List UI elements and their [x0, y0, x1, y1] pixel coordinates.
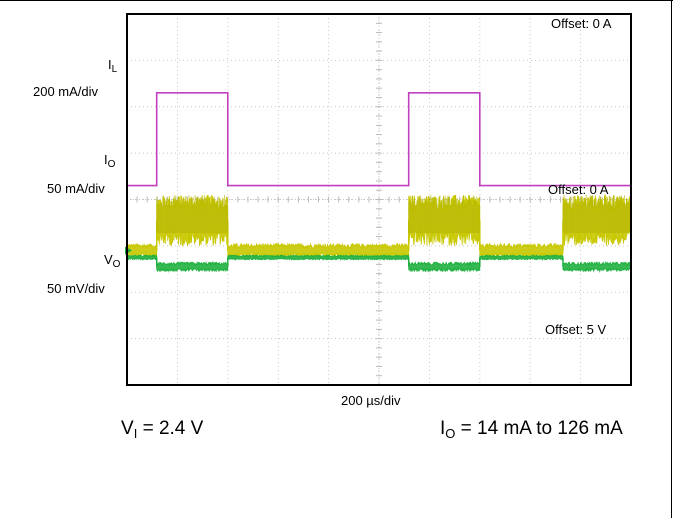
trace-vo-segment [479, 254, 564, 262]
trace-vo-segment [227, 254, 410, 261]
frame-right-border [671, 0, 672, 518]
vo-scale-label: 50 mV/div [47, 281, 105, 296]
io-offset-label: Offset: 0 A [548, 182, 609, 197]
il-channel-label: IL [108, 57, 118, 75]
il-scale-label: 200 mA/div [33, 84, 99, 99]
il-offset-label: Offset: 0 A [551, 16, 612, 31]
trace-vo-segment [408, 260, 481, 273]
trace-vo-segment [156, 260, 229, 273]
vo-offset-label: Offset: 5 V [545, 322, 607, 337]
trace-io [127, 92, 631, 187]
input-voltage-condition: VI = 2.4 V [121, 418, 204, 441]
frame-top-border [0, 0, 673, 1]
vo-channel-label: VO [104, 252, 121, 270]
io-channel-label: IO [104, 152, 116, 170]
time-base-label: 200 µs/div [341, 393, 401, 408]
io-scale-label: 50 mA/div [47, 181, 105, 196]
output-current-condition: IO = 14 mA to 126 mA [440, 418, 623, 441]
plot-border [126, 13, 632, 386]
